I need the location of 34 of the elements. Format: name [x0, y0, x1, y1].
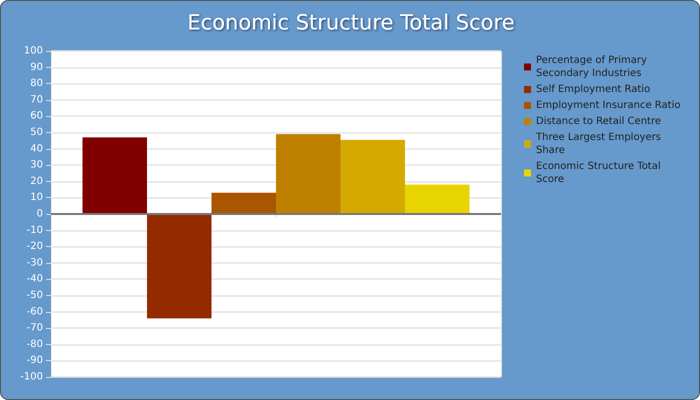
- y-tick-label: 100: [24, 46, 43, 56]
- y-tick-label: -50: [26, 290, 43, 301]
- bar: [340, 140, 405, 214]
- y-tick-label: 80: [30, 78, 43, 90]
- y-tick-label: 10: [30, 192, 43, 204]
- y-tick-label: -100: [20, 372, 43, 382]
- y-tick-label: 60: [30, 110, 43, 122]
- y-tick-label: -60: [26, 306, 43, 318]
- y-tick-label: 70: [30, 94, 43, 106]
- legend-label: Economic Structure Total Score: [536, 161, 664, 185]
- legend-label: Three Largest Employers Share: [535, 132, 664, 156]
- y-tick-label: 90: [30, 62, 43, 73]
- bar: [405, 184, 470, 214]
- legend-label: Distance to Retail Centre: [536, 116, 661, 127]
- y-tick-label: -10: [26, 224, 43, 236]
- y-tick-label: -80: [26, 338, 43, 350]
- chart-title: Economic Structure Total Score: [187, 10, 515, 34]
- bar: [276, 134, 340, 214]
- bar: [212, 192, 276, 214]
- bar: [147, 214, 212, 318]
- legend-label: Self Employment Ratio: [536, 84, 650, 95]
- y-tick-label: -40: [26, 274, 43, 285]
- y-tick-label: 40: [30, 143, 43, 154]
- y-tick-label: -90: [26, 355, 43, 366]
- y-tick-label: -70: [26, 322, 43, 334]
- y-tick-label: 50: [30, 127, 43, 138]
- y-tick-label: 20: [30, 176, 43, 187]
- bar: [82, 137, 147, 214]
- legend-label: Employment Insurance Ratio: [536, 100, 680, 111]
- y-tick-label: -30: [26, 257, 43, 268]
- y-tick-label: -20: [26, 241, 43, 252]
- y-tick-label: 30: [30, 160, 43, 171]
- y-tick-label: 0: [36, 208, 43, 220]
- legend-label: Percentage of Primary Secondary Industries: [536, 55, 650, 79]
